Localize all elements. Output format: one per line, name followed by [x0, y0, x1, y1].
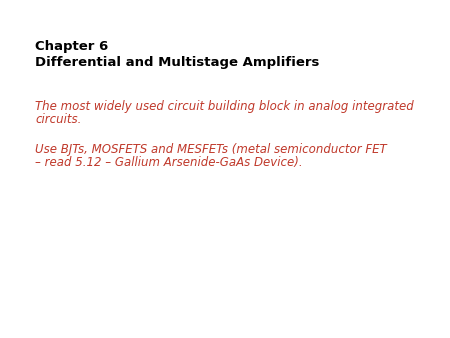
- Text: Chapter 6: Chapter 6: [35, 40, 108, 53]
- Text: circuits.: circuits.: [35, 113, 81, 126]
- Text: Use BJTs, MOSFETS and MESFETs (metal semiconductor FET: Use BJTs, MOSFETS and MESFETs (metal sem…: [35, 143, 387, 156]
- Text: – read 5.12 – Gallium Arsenide-GaAs Device).: – read 5.12 – Gallium Arsenide-GaAs Devi…: [35, 156, 302, 169]
- Text: Differential and Multistage Amplifiers: Differential and Multistage Amplifiers: [35, 56, 320, 69]
- Text: The most widely used circuit building block in analog integrated: The most widely used circuit building bl…: [35, 100, 414, 113]
